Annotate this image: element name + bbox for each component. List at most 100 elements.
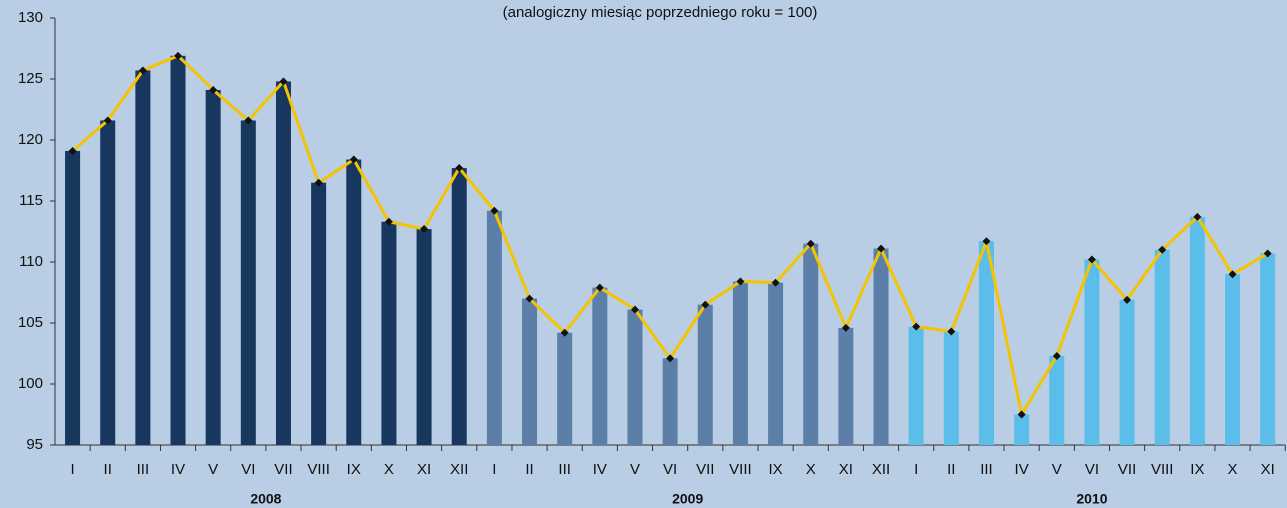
marker [209,85,218,94]
bar [65,150,81,446]
marker [420,225,429,234]
x-tick-label: VIII [307,461,330,478]
bar [311,182,327,445]
bar [486,210,502,445]
x-tick-label: VI [663,461,677,478]
bar [1014,414,1030,445]
marker [806,239,815,248]
x-tick-label: V [1052,461,1062,478]
bar [627,309,643,445]
bar [275,81,291,445]
y-tick-label: 95 [26,436,43,453]
bar [1260,253,1276,445]
marker [103,116,112,125]
x-tick-label: VI [1085,461,1099,478]
bar [416,229,432,445]
marker [455,164,464,173]
bar [838,327,854,445]
marker [138,66,147,75]
x-tick-label: IV [171,461,185,478]
bar [1049,355,1065,445]
x-tick-label: II [525,461,533,478]
bar [451,168,467,445]
marker [701,300,710,309]
bar [978,241,994,445]
x-tick-label: II [104,461,112,478]
x-tick-label: V [208,461,218,478]
y-tick-label: 130 [18,9,43,26]
marker [384,217,393,226]
x-tick-label: XII [450,461,468,478]
bar [346,159,362,445]
marker [1193,212,1202,221]
x-tick-label: VI [241,461,255,478]
bar [1119,299,1135,445]
marker [1228,270,1237,279]
bar [1189,216,1205,445]
bar [100,120,116,445]
bar [943,331,959,445]
year-label: 2008 [250,491,281,507]
bar [240,120,256,445]
bar [522,298,538,445]
bar [205,89,221,445]
y-tick-label: 115 [19,192,43,209]
bar [1154,249,1170,445]
x-tick-label: III [558,461,571,478]
y-tick-label: 110 [19,253,43,270]
bar [592,287,608,445]
bar [732,281,748,445]
x-tick-label: I [914,461,918,478]
x-tick-label: VII [696,461,714,478]
x-tick-label: X [384,461,394,478]
x-tick-label: X [1228,461,1238,478]
bar [768,282,784,445]
x-tick-label: IV [1015,461,1029,478]
x-tick-label: IX [768,461,782,478]
x-tick-label: VIII [1151,461,1174,478]
bar [662,358,678,445]
y-tick-label: 120 [18,131,43,148]
marker [630,305,639,314]
x-tick-label: IV [593,461,607,478]
x-tick-label: VII [1118,461,1136,478]
marker [1263,249,1272,258]
chart-subtitle: (analogiczny miesiąc poprzedniego roku =… [503,4,818,21]
marker [595,283,604,292]
x-tick-label: I [492,461,496,478]
marker [279,77,288,86]
marker [1052,351,1061,360]
x-tick-label: III [980,461,993,478]
x-tick-label: III [137,461,150,478]
x-tick-label: XI [1261,461,1275,478]
marker [771,278,780,287]
marker [1158,245,1167,254]
x-tick-label: VII [274,461,292,478]
year-label: 2010 [1076,491,1107,507]
marker [841,323,850,332]
marker [244,116,253,125]
x-tick-label: XI [417,461,431,478]
x-tick-label: V [630,461,640,478]
marker [490,206,499,215]
bar [170,55,186,445]
bar [873,248,889,445]
x-tick-label: XII [872,461,890,478]
y-tick-label: 125 [18,70,43,87]
marker [947,327,956,336]
marker [736,277,745,286]
bar [381,221,397,445]
marker [877,244,886,253]
bar [1084,259,1100,445]
marker [1087,255,1096,264]
x-tick-label: XI [839,461,853,478]
bar [908,326,924,445]
bar [135,70,151,446]
x-tick-label: II [947,461,955,478]
marker [68,146,77,155]
x-tick-label: X [806,461,816,478]
x-tick-label: IX [347,461,361,478]
marker [525,294,534,303]
marker [349,155,358,164]
